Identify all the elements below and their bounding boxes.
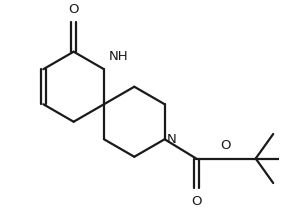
Text: O: O — [221, 139, 231, 152]
Text: N: N — [166, 133, 176, 146]
Text: NH: NH — [109, 50, 129, 63]
Text: O: O — [191, 195, 201, 208]
Text: O: O — [68, 3, 79, 16]
